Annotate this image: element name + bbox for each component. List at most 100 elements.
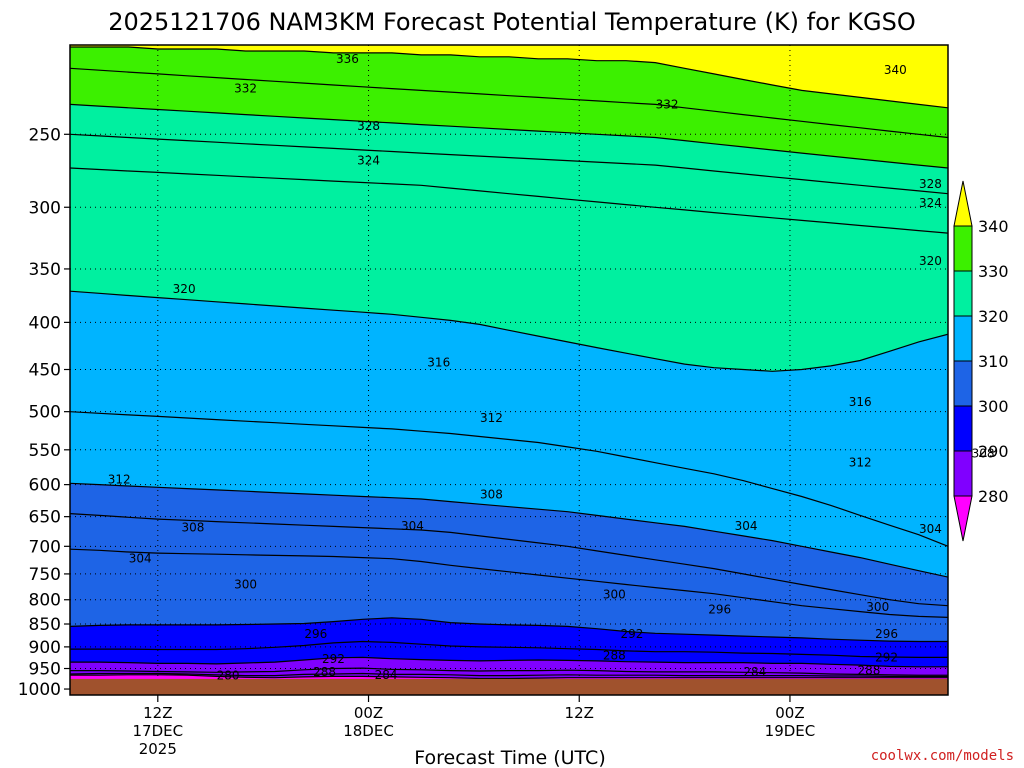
contour-label-312: 312	[108, 472, 131, 486]
contour-label-316: 316	[849, 395, 872, 409]
colorbar-label-330: 330	[978, 262, 1009, 281]
contour-label-296: 296	[708, 603, 731, 617]
contour-292	[70, 656, 948, 668]
theta-band-284	[70, 668, 948, 677]
contour-308	[70, 513, 948, 607]
contour-label-288: 288	[858, 664, 881, 678]
contour-label-280: 280	[217, 669, 240, 683]
y-tick-label-300: 300	[29, 198, 61, 218]
x-tick-label-0-0: 12Z	[143, 704, 172, 722]
colorbar-arrow-top	[953, 180, 973, 227]
y-tick-label-850: 850	[29, 615, 61, 635]
colorbar-arrow-bottom	[953, 495, 973, 542]
colorbar-segment-3	[953, 360, 973, 407]
contour-label-284: 284	[375, 668, 398, 682]
colorbar-segment-4	[953, 405, 973, 452]
y-tick-label-400: 400	[29, 313, 61, 333]
contour-324	[70, 167, 948, 234]
contour-label-296: 296	[875, 627, 898, 641]
y-tick-label-700: 700	[29, 537, 61, 557]
contour-336	[70, 67, 948, 139]
contour-label-332: 332	[234, 82, 257, 96]
contour-312	[70, 482, 948, 578]
theta-band-312	[70, 411, 948, 578]
contour-296	[70, 640, 948, 658]
contour-label-308: 308	[972, 446, 995, 460]
contour-label-336: 336	[336, 52, 359, 66]
y-tick-label-550: 550	[29, 441, 61, 461]
contour-label-296: 296	[304, 627, 327, 641]
contour-label-320: 320	[173, 282, 196, 296]
contour-328	[70, 133, 948, 195]
colorbar-label-280: 280	[978, 487, 1009, 506]
y-tick-label-600: 600	[29, 476, 61, 496]
contour-label-304: 304	[129, 552, 152, 566]
contour-288	[70, 667, 948, 676]
theta-fills	[70, 45, 948, 695]
contour-300	[70, 617, 948, 643]
contour-label-292: 292	[322, 652, 345, 666]
contour-labels: 336 332 332 340 328 324 328 324 320 320 316 316 312 3…	[108, 52, 995, 683]
theta-band-304	[70, 513, 948, 618]
theta-contours	[70, 46, 948, 680]
contour-320	[70, 290, 948, 372]
contour-label-300: 300	[603, 588, 626, 602]
theta-band-296	[70, 617, 948, 658]
contour-label-304: 304	[919, 522, 942, 536]
colorbar-label-290: 290	[978, 442, 1009, 461]
colorbar-segment-0	[953, 225, 973, 272]
theta-band-320	[70, 168, 948, 372]
contour-label-340: 340	[884, 63, 907, 77]
x-tick-label-36-0: 00Z	[775, 704, 804, 722]
colorbar-segment-1	[953, 270, 973, 317]
colorbar-label-300: 300	[978, 397, 1009, 416]
y-tick-label-250: 250	[29, 125, 61, 145]
y-tick-label-650: 650	[29, 508, 61, 528]
contour-label-300: 300	[234, 577, 257, 591]
theta-band-336	[70, 47, 948, 138]
y-tick-label-950: 950	[29, 660, 61, 680]
contour-label-320: 320	[919, 254, 942, 268]
contour-label-300: 300	[866, 600, 889, 614]
contour-label-328: 328	[357, 119, 380, 133]
colorbar-segment-2	[953, 315, 973, 362]
credit-text: coolwx.com/models	[871, 748, 1014, 764]
contour-label-308: 308	[480, 488, 503, 502]
contour-label-308: 308	[181, 521, 204, 535]
contour-332	[70, 103, 948, 169]
x-tick-label-0-2: 2025	[139, 740, 177, 758]
x-tick-label-12-1: 18DEC	[343, 722, 394, 740]
contour-label-328: 328	[919, 177, 942, 191]
y-tick-label-500: 500	[29, 403, 61, 423]
chart-title: 2025121706 NAM3KM Forecast Potential Tem…	[108, 8, 916, 36]
contour-label-292: 292	[620, 627, 643, 641]
colorbar: 340 330 320 310 300 290 280	[953, 180, 1009, 542]
x-tick-label-0-1: 17DEC	[133, 722, 184, 740]
theta-band-308	[70, 483, 948, 606]
ground-surface	[70, 678, 948, 695]
contour-label-284: 284	[743, 665, 766, 679]
contour-label-312: 312	[480, 411, 503, 425]
contour-label-316: 316	[427, 355, 450, 369]
contour-340	[70, 46, 948, 109]
contour-label-324: 324	[357, 154, 380, 168]
x-tick-label-36-1: 19DEC	[765, 722, 816, 740]
contour-304	[70, 548, 948, 618]
y-tick-label-1000: 1000	[18, 680, 61, 700]
contour-label-288: 288	[313, 665, 336, 679]
x-tick-label-24-0: 12Z	[565, 704, 594, 722]
y-tick-label-350: 350	[29, 260, 61, 280]
colorbar-label-340: 340	[978, 217, 1009, 236]
plot-area: 336 332 332 340 328 324 328 324 320 320 316 316 312 3…	[69, 44, 995, 696]
y-tick-label-800: 800	[29, 591, 61, 611]
theta-band-top	[70, 45, 948, 108]
x-tick-label-12-0: 00Z	[354, 704, 383, 722]
contour-label-324: 324	[919, 196, 942, 210]
x-axis-label: Forecast Time (UTC)	[414, 747, 605, 768]
y-tick-label-450: 450	[29, 361, 61, 381]
theta-band-324	[70, 134, 948, 234]
contour-284	[70, 672, 948, 677]
theta-band-328	[70, 104, 948, 194]
colorbar-segment-5	[953, 450, 973, 497]
